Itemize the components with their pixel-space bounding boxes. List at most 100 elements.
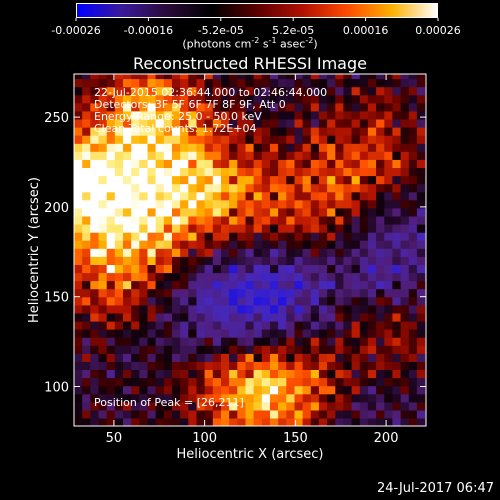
heatmap-cell: [294, 401, 304, 411]
heatmap-cell: [302, 207, 312, 217]
heatmap-cell: [98, 369, 108, 379]
heatmap-cell: [131, 417, 140, 426]
heatmap-cell: [408, 401, 418, 411]
heatmap-cell: [416, 345, 426, 354]
heatmap-cell: [392, 264, 402, 274]
heatmap-cell: [359, 159, 369, 168]
heatmap-cell: [343, 175, 353, 185]
heatmap-cell: [384, 110, 394, 120]
heatmap-cell: [392, 312, 402, 322]
heatmap-cell: [204, 345, 214, 354]
heatmap-cell: [229, 377, 238, 387]
heatmap-cell: [359, 135, 369, 144]
heatmap-cell: [318, 304, 328, 314]
heatmap-cell: [351, 143, 361, 152]
heatmap-cell: [343, 232, 353, 241]
heatmap-cell: [327, 361, 336, 370]
heatmap-cell: [131, 159, 140, 168]
heatmap-cell: [147, 409, 157, 419]
heatmap-cell: [123, 320, 132, 330]
heatmap-cell: [74, 240, 83, 249]
heatmap-cell: [229, 183, 238, 193]
heatmap-cell: [327, 312, 336, 322]
heatmap-cell: [98, 409, 108, 419]
heatmap-cell: [302, 199, 312, 209]
heatmap-cell: [147, 143, 157, 152]
heatmap-cell: [302, 215, 312, 225]
heatmap-cell: [327, 232, 336, 241]
heatmap-cell: [188, 329, 198, 338]
heatmap-cell: [343, 127, 353, 136]
heatmap-cell: [392, 345, 402, 354]
heatmap-cell: [343, 74, 353, 80]
heatmap-cell: [229, 369, 238, 379]
heatmap-cell: [106, 329, 116, 338]
heatmap-cell: [163, 353, 173, 362]
heatmap-cell: [196, 215, 206, 225]
heatmap-cell: [180, 86, 189, 96]
heatmap-cell: [351, 86, 361, 96]
heatmap-cell: [351, 264, 361, 274]
heatmap-cell: [237, 272, 247, 282]
heatmap-cell: [327, 385, 336, 395]
heatmap-cell: [351, 409, 361, 419]
heatmap-cell: [237, 94, 247, 104]
heatmap-cell: [163, 224, 173, 233]
heatmap-cell: [147, 127, 157, 136]
x-tick-label: 100: [192, 431, 217, 446]
heatmap-cell: [180, 183, 189, 193]
heatmap-cell: [82, 361, 91, 370]
heatmap-cell: [318, 215, 328, 225]
heatmap-cell: [139, 183, 149, 193]
heatmap-cell: [172, 118, 181, 128]
heatmap-cell: [359, 248, 369, 257]
heatmap-cell: [294, 102, 304, 112]
heatmap-cell: [106, 361, 116, 370]
heatmap-cell: [180, 401, 189, 411]
heatmap-cell: [155, 377, 165, 387]
heatmap-cell: [367, 159, 377, 168]
heatmap-cell: [139, 256, 149, 265]
heatmap-cell: [416, 272, 426, 282]
heatmap-cell: [384, 78, 394, 88]
heatmap-cell: [180, 167, 189, 177]
heatmap-cell: [114, 320, 124, 330]
heatmap-cell: [196, 135, 206, 144]
heatmap-cell: [294, 199, 304, 209]
heatmap-cell: [359, 86, 369, 96]
heatmap-cell: [351, 248, 361, 257]
heatmap-cell: [139, 167, 149, 177]
heatmap-cell: [74, 393, 83, 403]
heatmap-cell: [196, 248, 206, 257]
heatmap-cell: [204, 232, 214, 241]
heatmap-cell: [318, 159, 328, 168]
heatmap-cell: [270, 296, 279, 306]
heatmap-cell: [123, 393, 132, 403]
heatmap-cell: [204, 215, 214, 225]
heatmap-cell: [106, 175, 116, 185]
annotation-block: 22-Jul-2015 02:36:44.000 to 02:46:44.000…: [94, 87, 327, 135]
heatmap-cell: [172, 102, 181, 112]
heatmap-cell: [212, 143, 222, 152]
heatmap-cell: [318, 135, 328, 144]
heatmap-cell: [384, 264, 394, 274]
heatmap-cell: [327, 110, 336, 120]
heatmap-cell: [74, 329, 83, 338]
heatmap-cell: [196, 199, 206, 209]
heatmap-cell: [123, 127, 132, 136]
heatmap-cell: [155, 280, 165, 290]
heatmap-cell: [367, 240, 377, 249]
heatmap-cell: [172, 248, 181, 257]
heatmap-cell: [294, 345, 304, 354]
heatmap-cell: [286, 369, 296, 379]
heatmap-cell: [204, 288, 214, 298]
heatmap-cell: [163, 296, 173, 306]
heatmap-cell: [351, 207, 361, 217]
heatmap-cell: [351, 280, 361, 290]
heatmap-cell: [155, 385, 165, 395]
heatmap-cell: [302, 175, 312, 185]
heatmap-cell: [196, 312, 206, 322]
heatmap-cell: [131, 320, 140, 330]
heatmap-cell: [367, 175, 377, 185]
